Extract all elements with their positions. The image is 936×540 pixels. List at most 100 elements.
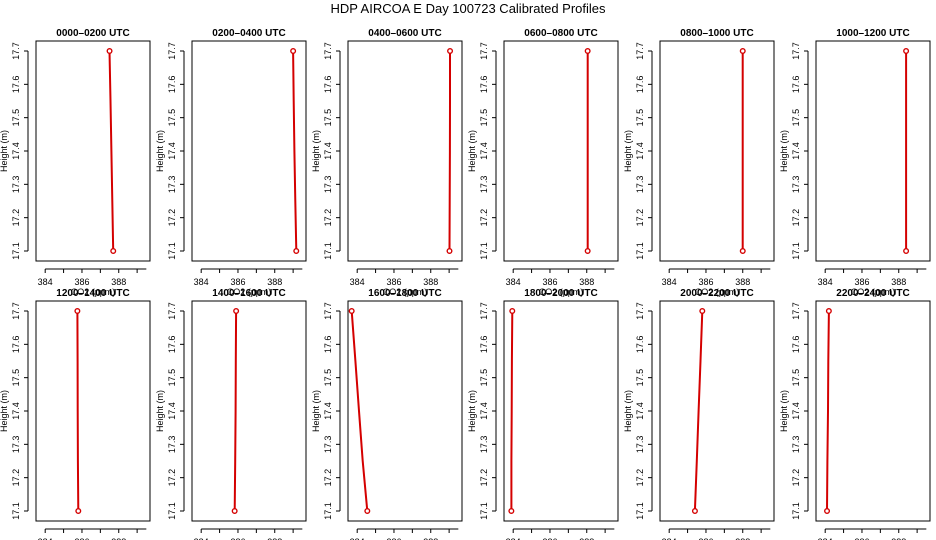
x-tick-label: 388 <box>579 277 594 287</box>
y-axis-label: Height (m) <box>467 130 477 172</box>
profile-point <box>739 48 746 55</box>
y-tick-label: 17.5 <box>635 109 645 127</box>
x-tick-label: 386 <box>230 537 245 540</box>
y-tick-label: 17.2 <box>791 469 801 487</box>
y-axis-label: Height (m) <box>0 390 9 432</box>
y-tick-label: 17.1 <box>791 502 801 520</box>
plot-frame <box>503 300 619 522</box>
x-tick-label: 384 <box>194 277 209 287</box>
y-tick-label: 17.4 <box>11 402 21 420</box>
y-tick-label: 17.1 <box>479 242 489 260</box>
x-tick-label: 386 <box>74 537 89 540</box>
profile-point <box>75 508 82 515</box>
y-axis-label: Height (m) <box>467 390 477 432</box>
profile-point <box>508 508 515 515</box>
profile-point <box>699 308 706 315</box>
x-axis-label: CO2 (ppm) <box>695 287 740 297</box>
plot-frame <box>659 300 775 522</box>
profile-point <box>584 247 591 254</box>
plot-frame <box>659 40 775 262</box>
y-tick-label: 17.6 <box>791 76 801 94</box>
x-tick-label: 386 <box>698 277 713 287</box>
y-axis: 17.1 17.2 17.3 17.4 17.5 17.6 17.7 Height (m) <box>311 42 341 260</box>
subplot-title: 0000–0200 UTC <box>56 28 129 39</box>
y-tick-label: 17.6 <box>479 76 489 94</box>
subplot-title: 2000–2200 UTC <box>680 288 753 299</box>
y-tick-label: 17.2 <box>11 469 21 487</box>
profile-point <box>903 48 910 55</box>
y-tick-label: 17.4 <box>167 142 177 160</box>
y-tick-label: 17.5 <box>11 369 21 387</box>
y-tick-label: 17.7 <box>479 302 489 320</box>
y-tick-label: 17.2 <box>635 209 645 227</box>
y-axis: 17.1 17.2 17.3 17.4 17.5 17.6 17.7 Height (m) <box>155 302 185 520</box>
profile-point <box>739 247 746 254</box>
y-tick-label: 17.6 <box>323 336 333 354</box>
x-tick-label: 384 <box>506 537 521 540</box>
x-tick-label: 388 <box>267 277 282 287</box>
profile-point <box>348 308 355 315</box>
x-tick-label: 384 <box>506 277 521 287</box>
profile-point <box>233 308 240 315</box>
y-tick-label: 17.6 <box>323 76 333 94</box>
y-tick-label: 17.1 <box>479 502 489 520</box>
y-axis: 17.1 17.2 17.3 17.4 17.5 17.6 17.7 Height (m) <box>467 302 497 520</box>
subplot-title: 2200–2400 UTC <box>836 288 909 299</box>
y-tick-label: 17.5 <box>791 369 801 387</box>
plot-frame <box>503 40 619 262</box>
y-axis-label: Height (m) <box>623 390 633 432</box>
y-axis-label: Height (m) <box>623 130 633 172</box>
page-title: HDP AIRCOA E Day 100723 Calibrated Profi… <box>330 1 606 16</box>
y-tick-label: 17.7 <box>791 302 801 320</box>
y-tick-label: 17.7 <box>167 302 177 320</box>
y-tick-label: 17.4 <box>323 142 333 160</box>
y-axis-label: Height (m) <box>155 130 165 172</box>
subplot-title: 0200–0400 UTC <box>212 28 285 39</box>
x-tick-label: 388 <box>423 277 438 287</box>
x-tick-label: 384 <box>662 277 677 287</box>
y-tick-label: 17.1 <box>635 502 645 520</box>
profile-point <box>447 48 454 55</box>
y-tick-label: 17.7 <box>11 302 21 320</box>
y-tick-label: 17.4 <box>323 402 333 420</box>
subplot-title: 1000–1200 UTC <box>836 28 909 39</box>
y-axis: 17.1 17.2 17.3 17.4 17.5 17.6 17.7 Height (m) <box>311 302 341 520</box>
y-tick-label: 17.5 <box>11 109 21 127</box>
y-tick-label: 17.1 <box>323 502 333 520</box>
x-tick-label: 388 <box>579 537 594 540</box>
profile-point <box>446 247 453 254</box>
y-axis-label: Height (m) <box>779 390 789 432</box>
profile-point <box>509 308 516 315</box>
y-tick-label: 17.1 <box>11 502 21 520</box>
y-tick-label: 17.2 <box>323 469 333 487</box>
y-tick-label: 17.5 <box>635 369 645 387</box>
x-axis-label: CO2 (ppm) <box>71 287 116 297</box>
y-axis: 17.1 17.2 17.3 17.4 17.5 17.6 17.7 Height (m) <box>779 42 809 260</box>
profile-point <box>290 48 297 55</box>
y-tick-label: 17.3 <box>323 436 333 454</box>
profile-point <box>110 247 117 254</box>
y-tick-label: 17.3 <box>791 436 801 454</box>
y-tick-label: 17.6 <box>167 76 177 94</box>
y-tick-label: 17.1 <box>323 242 333 260</box>
profile-point <box>903 247 910 254</box>
x-tick-label: 388 <box>267 537 282 540</box>
y-tick-label: 17.6 <box>791 336 801 354</box>
y-tick-label: 17.4 <box>635 402 645 420</box>
y-tick-label: 17.5 <box>479 369 489 387</box>
profile-line <box>826 310 830 512</box>
y-tick-label: 17.1 <box>635 242 645 260</box>
x-tick-label: 388 <box>423 537 438 540</box>
x-tick-label: 384 <box>350 537 365 540</box>
y-tick-label: 17.5 <box>323 369 333 387</box>
y-tick-label: 17.7 <box>635 42 645 60</box>
y-axis: 17.1 17.2 17.3 17.4 17.5 17.6 17.7 Height (m) <box>0 302 29 520</box>
